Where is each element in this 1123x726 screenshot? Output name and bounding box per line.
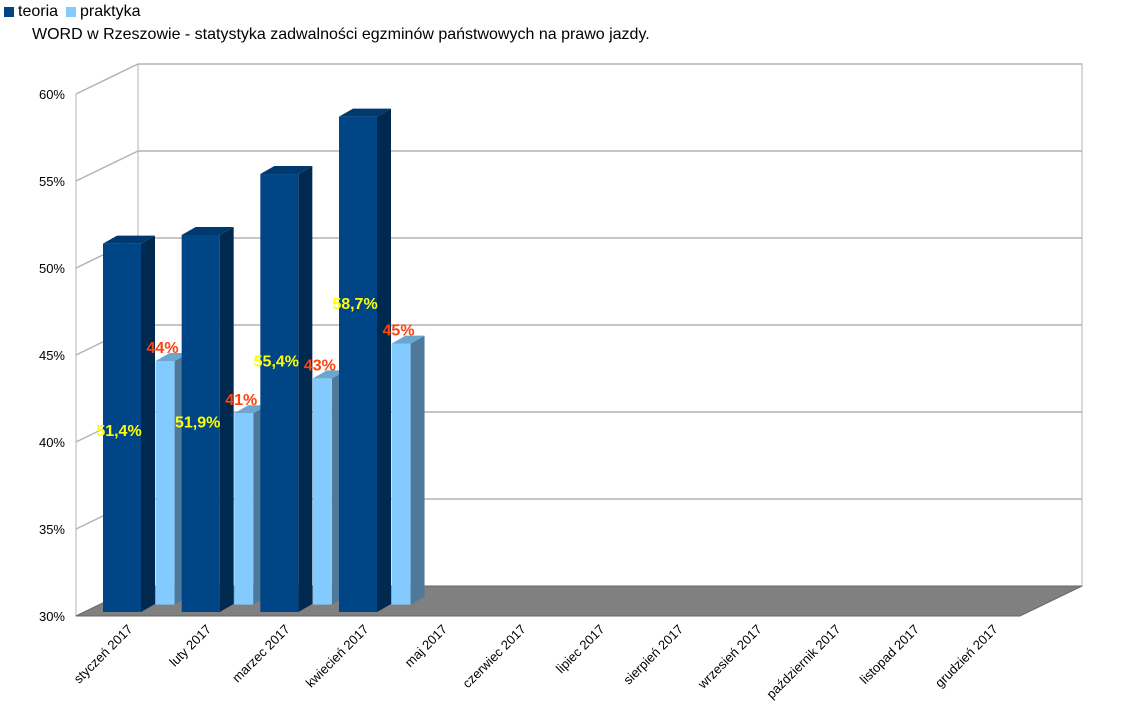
x-tick-label: lipiec 2017 [553,622,608,677]
y-tick-label: 55% [39,174,65,189]
bar-praktyka-top [155,353,189,361]
legend: teoria praktyka [4,3,149,21]
bar-praktyka [391,335,425,605]
bar-teoria-side [219,226,234,612]
x-tick-label: październik 2017 [763,622,843,702]
y-tick-label: 40% [39,435,65,450]
bar-teoria-side [141,235,155,612]
x-tick-label: listopad 2017 [857,622,922,687]
data-label-praktyka: 41% [225,392,257,409]
x-tick-label: maj 2017 [402,622,450,670]
legend-item-praktyka: praktyka [66,3,141,21]
legend-item-teoria: teoria [4,3,58,21]
bars-teoria [103,108,391,613]
data-label-teoria: 51,4% [96,423,141,440]
grid-line-side [75,150,139,182]
data-labels: 44% 51,4% 41% 51,9% 43% 55,4% 45% 58,7% [96,296,414,440]
data-label-teoria: 58,7% [332,296,377,313]
bar-teoria [103,235,155,612]
y-axis: 30% 35% 40% 45% 50% 55% 60% [39,87,65,624]
bar-teoria-front [260,174,299,613]
bar-teoria-front [103,243,141,612]
bar-teoria-top [260,166,313,175]
y-tick-label: 30% [39,609,65,624]
bar-teoria-side [298,166,313,613]
bar-praktyka-top [312,370,346,379]
y-tick-label: 45% [39,348,65,363]
bar-teoria-top [103,235,155,244]
bar-teoria-side [377,108,391,613]
bar-teoria-front [181,234,220,612]
bar-teoria [181,226,234,612]
data-label-praktyka: 44% [147,340,179,357]
x-tick-label: grudzień 2017 [932,622,1001,691]
x-tick-label: marzec 2017 [229,622,293,686]
bar-praktyka-top [391,335,425,344]
bar-praktyka-front [234,413,254,605]
x-tick-label: czerwiec 2017 [459,622,528,691]
chart-title: WORD w Rzeszowie - statystyka zadwalnośc… [32,26,650,43]
bar-praktyka-front [312,378,332,605]
y-tick-label: 60% [39,87,65,102]
data-label-teoria: 51,9% [175,414,220,431]
x-tick-label: kwiecień 2017 [303,622,372,691]
bar-teoria [339,108,391,613]
bar-praktyka-top [234,405,268,414]
bar-praktyka-front [391,343,411,605]
y-tick-label: 50% [39,261,65,276]
y-tick-label: 35% [39,522,65,537]
data-label-teoria: 55,4% [254,353,299,370]
legend-swatch-praktyka [66,7,77,17]
grid-line-side [75,63,139,95]
bar-teoria [260,166,313,613]
bar-praktyka-front [155,361,175,605]
legend-label-praktyka: praktyka [80,3,141,20]
x-axis: styczeń 2017 luty 2017 marzec 2017 kwiecień… [71,622,1001,702]
legend-label-teoria: teoria [18,3,59,20]
x-tick-label: styczeń 2017 [71,622,136,687]
bar-teoria-top [339,108,391,117]
bar-praktyka-side [410,335,425,605]
bar-teoria-top [181,226,234,235]
x-tick-label: sierpień 2017 [620,622,686,688]
bar-teoria-front [339,116,377,613]
x-tick-label: luty 2017 [166,622,214,670]
data-label-praktyka: 45% [383,323,415,340]
legend-swatch-teoria [4,7,14,17]
x-tick-label: wrzesień 2017 [694,622,765,693]
data-label-praktyka: 43% [304,357,336,374]
